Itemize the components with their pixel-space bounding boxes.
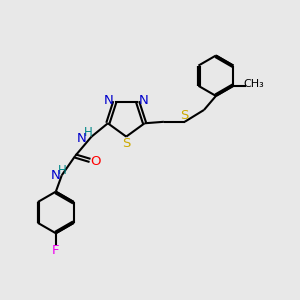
- Text: H: H: [84, 126, 93, 139]
- Text: S: S: [122, 137, 130, 150]
- Text: CH₃: CH₃: [244, 79, 265, 89]
- Text: H: H: [58, 164, 67, 177]
- Text: S: S: [181, 109, 189, 122]
- Text: F: F: [52, 244, 60, 257]
- Text: N: N: [77, 132, 87, 145]
- Text: N: N: [50, 169, 60, 182]
- Text: N: N: [139, 94, 149, 107]
- Text: O: O: [91, 154, 101, 167]
- Text: N: N: [103, 94, 113, 107]
